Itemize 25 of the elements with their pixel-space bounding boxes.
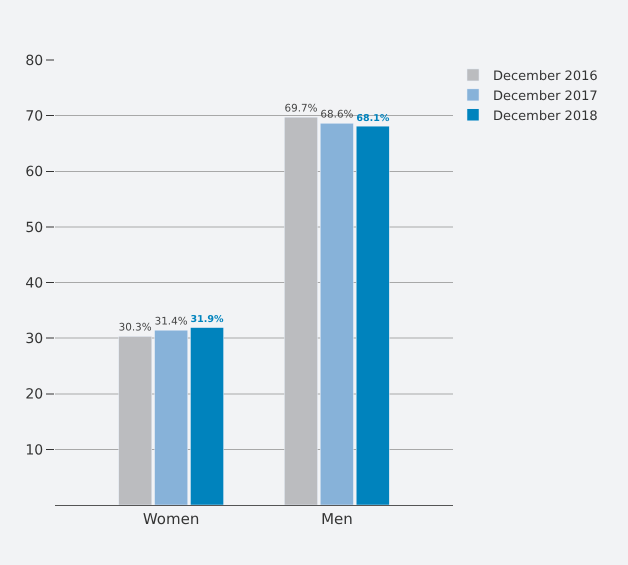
bar xyxy=(320,123,354,505)
data-label: 31.9% xyxy=(190,314,224,326)
data-label: 31.4% xyxy=(154,316,188,328)
y-tick-label: 60 xyxy=(25,164,44,180)
y-tick-label: 80 xyxy=(25,52,44,69)
y-tick-label: 70 xyxy=(25,108,44,125)
x-tick-label: Women xyxy=(142,510,200,528)
bar xyxy=(154,330,188,505)
y-tick-label: 30 xyxy=(25,331,44,348)
y-tick-label: 40 xyxy=(25,275,44,292)
legend-label: December 2017 xyxy=(493,88,598,104)
data-label: 68.1% xyxy=(356,112,390,124)
bar xyxy=(356,126,390,505)
y-tick-label: 50 xyxy=(25,220,44,236)
legend-label: December 2018 xyxy=(493,108,598,124)
bar xyxy=(118,336,152,505)
bar xyxy=(190,327,224,505)
data-label: 69.7% xyxy=(284,102,318,114)
data-label: 68.6% xyxy=(320,108,354,121)
y-tick-label: 10 xyxy=(25,442,44,458)
bar xyxy=(284,117,318,505)
data-label: 30.3% xyxy=(118,322,152,334)
x-tick-label: Men xyxy=(321,510,353,528)
y-tick-label: 20 xyxy=(25,386,44,403)
legend-label: December 2016 xyxy=(493,69,598,84)
